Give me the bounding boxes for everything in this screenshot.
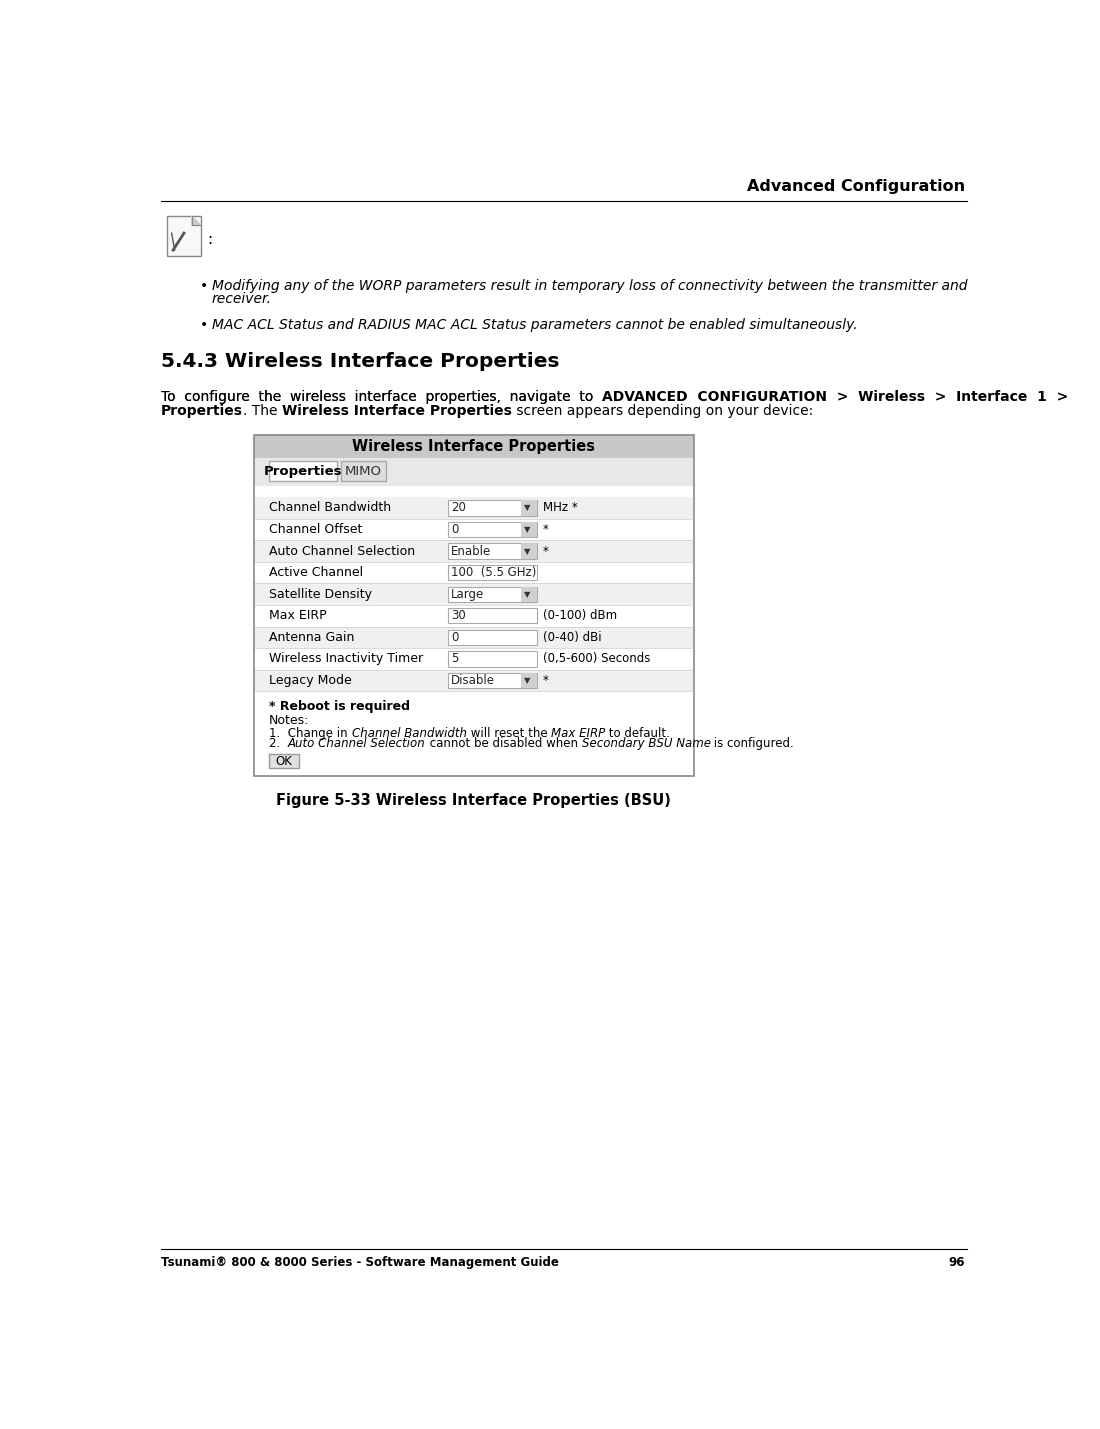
Bar	[254, 626, 693, 649]
Text: Figure 5-33 Wireless Interface Properties (BSU): Figure 5-33 Wireless Interface Propertie…	[276, 793, 671, 807]
Text: . The: . The	[243, 404, 282, 419]
Text: Antenna Gain: Antenna Gain	[270, 630, 354, 644]
Bar	[167, 216, 201, 256]
Text: •: •	[199, 279, 208, 293]
Bar	[521, 500, 537, 516]
Text: •: •	[199, 317, 208, 332]
Bar	[448, 564, 537, 580]
Bar	[448, 522, 537, 537]
Text: Channel Bandwidth: Channel Bandwidth	[270, 502, 392, 514]
Bar	[521, 673, 537, 689]
Text: 0: 0	[451, 523, 459, 536]
Bar	[448, 609, 537, 623]
Text: ▼: ▼	[525, 676, 530, 684]
Text: Secondary BSU Name: Secondary BSU Name	[582, 737, 711, 750]
Text: Large: Large	[451, 587, 485, 600]
Polygon shape	[191, 216, 201, 226]
Text: To  configure  the  wireless  interface  properties,  navigate  to: To configure the wireless interface prop…	[161, 390, 602, 404]
Text: Channel Bandwidth: Channel Bandwidth	[352, 727, 466, 740]
Text: 2.: 2.	[270, 737, 288, 750]
Bar	[448, 500, 537, 516]
Text: Notes:: Notes:	[270, 714, 309, 727]
Bar	[448, 586, 537, 602]
Text: Properties: Properties	[161, 404, 243, 419]
Bar	[254, 562, 693, 583]
Text: OK: OK	[275, 755, 293, 767]
Text: * Reboot is required: * Reboot is required	[270, 700, 410, 713]
Text: to default.: to default.	[605, 727, 670, 740]
Text: Max EIRP: Max EIRP	[270, 609, 327, 622]
Text: Legacy Mode: Legacy Mode	[270, 674, 352, 687]
Bar	[254, 583, 693, 604]
Text: Wireless Inactivity Timer: Wireless Inactivity Timer	[270, 653, 424, 666]
Text: Active Channel: Active Channel	[270, 566, 363, 579]
Text: Satellite Density: Satellite Density	[270, 587, 372, 600]
Text: screen appears depending on your device:: screen appears depending on your device:	[512, 404, 813, 419]
Text: ADVANCED  CONFIGURATION  >  Wireless  >  Interface  1  >: ADVANCED CONFIGURATION > Wireless > Inte…	[602, 390, 1068, 404]
Text: Modifying any of the WORP parameters result in temporary loss of connectivity be: Modifying any of the WORP parameters res…	[212, 279, 967, 293]
Text: MHz *: MHz *	[542, 502, 578, 514]
Text: ▼: ▼	[525, 503, 530, 513]
Bar	[254, 434, 694, 457]
Text: Max EIRP: Max EIRP	[551, 727, 605, 740]
Text: receiver.: receiver.	[212, 293, 272, 306]
Text: :: :	[207, 231, 212, 247]
Bar	[448, 543, 537, 559]
Bar	[270, 755, 299, 769]
Bar	[254, 649, 693, 670]
Text: ▼: ▼	[525, 546, 530, 556]
Text: *: *	[542, 544, 549, 557]
Bar	[448, 652, 537, 666]
Text: Channel Offset: Channel Offset	[270, 523, 363, 536]
Bar	[521, 543, 537, 559]
Bar	[254, 540, 693, 562]
Text: Wireless Interface Properties: Wireless Interface Properties	[352, 439, 595, 454]
Text: (0,5-600) Seconds: (0,5-600) Seconds	[542, 653, 650, 666]
Bar	[448, 630, 537, 644]
Bar	[521, 586, 537, 602]
Text: ▼: ▼	[525, 524, 530, 534]
Text: MIMO: MIMO	[344, 464, 382, 477]
Bar	[254, 434, 694, 776]
Bar	[254, 604, 693, 626]
Text: To  configure  the  wireless  interface  properties,  navigate  to: To configure the wireless interface prop…	[161, 390, 602, 404]
Text: Properties: Properties	[264, 464, 342, 477]
Text: 96: 96	[948, 1256, 965, 1269]
Text: is configured.: is configured.	[711, 737, 794, 750]
Text: Wireless Interface Properties: Wireless Interface Properties	[282, 404, 512, 419]
Bar	[254, 519, 693, 540]
Text: 5: 5	[451, 653, 459, 666]
Text: Disable: Disable	[451, 674, 495, 687]
Text: Tsunami® 800 & 8000 Series - Software Management Guide: Tsunami® 800 & 8000 Series - Software Ma…	[161, 1256, 559, 1269]
Text: Enable: Enable	[451, 544, 492, 557]
Text: MAC ACL Status and RADIUS MAC ACL Status parameters cannot be enabled simultaneo: MAC ACL Status and RADIUS MAC ACL Status…	[212, 317, 858, 332]
Text: ▼: ▼	[525, 590, 530, 599]
Bar	[341, 462, 385, 482]
Text: 20: 20	[451, 502, 466, 514]
Bar	[254, 497, 693, 519]
Text: Auto Channel Selection: Auto Channel Selection	[288, 737, 426, 750]
Bar	[270, 462, 338, 482]
Text: 30: 30	[451, 609, 466, 622]
Text: Auto Channel Selection: Auto Channel Selection	[270, 544, 416, 557]
Bar	[254, 457, 694, 486]
Text: 100  (5.5 GHz): 100 (5.5 GHz)	[451, 566, 537, 579]
Text: *: *	[542, 523, 549, 536]
Text: cannot be disabled when: cannot be disabled when	[426, 737, 582, 750]
Bar	[448, 673, 537, 689]
Text: Advanced Configuration: Advanced Configuration	[747, 180, 965, 194]
Bar	[521, 522, 537, 537]
Bar	[254, 670, 693, 692]
Text: *: *	[542, 674, 549, 687]
Text: (0-40) dBi: (0-40) dBi	[542, 630, 602, 644]
Text: (0-100) dBm: (0-100) dBm	[542, 609, 617, 622]
Text: 1.  Change in: 1. Change in	[270, 727, 352, 740]
Text: 5.4.3 Wireless Interface Properties: 5.4.3 Wireless Interface Properties	[161, 353, 559, 372]
Text: 0: 0	[451, 630, 459, 644]
Text: will reset the: will reset the	[466, 727, 551, 740]
